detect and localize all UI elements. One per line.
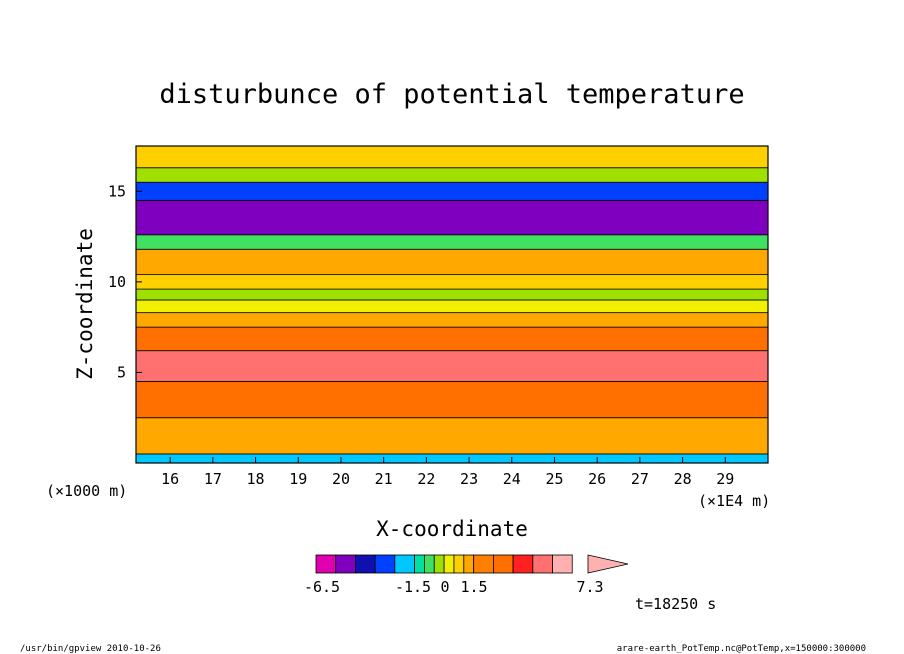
colorbar-extend-arrow	[587, 554, 629, 574]
colorbar-cell	[463, 554, 475, 574]
contour-layer-0	[136, 453, 768, 463]
colorbar-cell	[394, 554, 415, 574]
x-tick-label: 29	[716, 470, 734, 488]
y-tick-label: 15	[108, 182, 126, 200]
x-tick-label: 25	[545, 470, 563, 488]
contour-layer-7	[136, 288, 768, 301]
colorbar-cell	[492, 554, 514, 574]
x-tick-label: 18	[247, 470, 265, 488]
contour-layer-3	[136, 350, 768, 382]
y-axis-unit: (×1000 m)	[46, 482, 127, 500]
contour-layer-5	[136, 312, 768, 328]
x-tick-label: 22	[417, 470, 435, 488]
footer-left: /usr/bin/gpview 2010-10-26	[20, 644, 161, 654]
y-tick-label: 10	[108, 273, 126, 291]
contour-layer-8	[136, 274, 768, 290]
x-axis-label: X-coordinate	[376, 517, 528, 541]
contour-layer-13	[136, 167, 768, 183]
colorbar-cell	[433, 554, 445, 574]
colorbar-cell	[532, 554, 553, 574]
colorbar-label-pos: 1.5	[460, 578, 487, 596]
plot-area	[136, 146, 768, 463]
x-tick-label: 23	[460, 470, 478, 488]
colorbar-cell	[355, 554, 376, 574]
chart-title: disturbunce of potential temperature	[159, 79, 744, 110]
x-tick-label: 24	[503, 470, 521, 488]
y-axis: 5 10 15	[108, 182, 142, 381]
contour-layer-4	[136, 326, 768, 352]
x-tick-label: 16	[161, 470, 179, 488]
y-tick-label: 5	[117, 363, 126, 381]
colorbar	[315, 554, 629, 574]
x-axis: 16 17 18 19 20 21 22 23 24 25 26 27 28 29	[161, 457, 734, 488]
x-tick-label: 26	[588, 470, 606, 488]
colorbar-cell	[315, 554, 337, 574]
contour-layer-2	[136, 381, 768, 419]
colorbar-label-min: -6.5	[304, 578, 340, 596]
x-tick-label: 27	[631, 470, 649, 488]
colorbar-cell	[473, 554, 494, 574]
colorbar-cell	[374, 554, 396, 574]
x-axis-unit: (×1E4 m)	[698, 492, 770, 510]
contour-layer-12	[136, 181, 768, 201]
footer-right: arare-earth_PotTemp.nc@PotTemp,x=150000:…	[617, 644, 866, 654]
contour-layer-14	[136, 146, 768, 169]
colorbar-cell	[512, 554, 534, 574]
colorbar-cell	[335, 554, 356, 574]
contour-layer-9	[136, 248, 768, 276]
colorbar-cell	[443, 554, 455, 574]
colorbar-cell	[414, 554, 425, 574]
colorbar-cell	[424, 554, 435, 574]
contour-layer-10	[136, 234, 768, 250]
contour-layer-11	[136, 199, 768, 236]
x-tick-label: 19	[289, 470, 307, 488]
y-axis-label: Z-coordinate	[73, 228, 97, 380]
colorbar-cell	[453, 554, 465, 574]
x-tick-label: 20	[332, 470, 350, 488]
colorbar-label-max: 7.3	[576, 578, 603, 596]
x-tick-label: 17	[204, 470, 222, 488]
x-tick-label: 21	[375, 470, 393, 488]
colorbar-label-neg: -1.5	[395, 578, 431, 596]
contour-layer-6	[136, 299, 768, 314]
colorbar-label-zero: 0	[440, 578, 449, 596]
plot-frame	[135, 145, 769, 464]
colorbar-cell	[552, 554, 573, 574]
contour-layer-1	[136, 417, 768, 455]
time-label: t=18250 s	[635, 595, 716, 613]
x-tick-label: 28	[674, 470, 692, 488]
